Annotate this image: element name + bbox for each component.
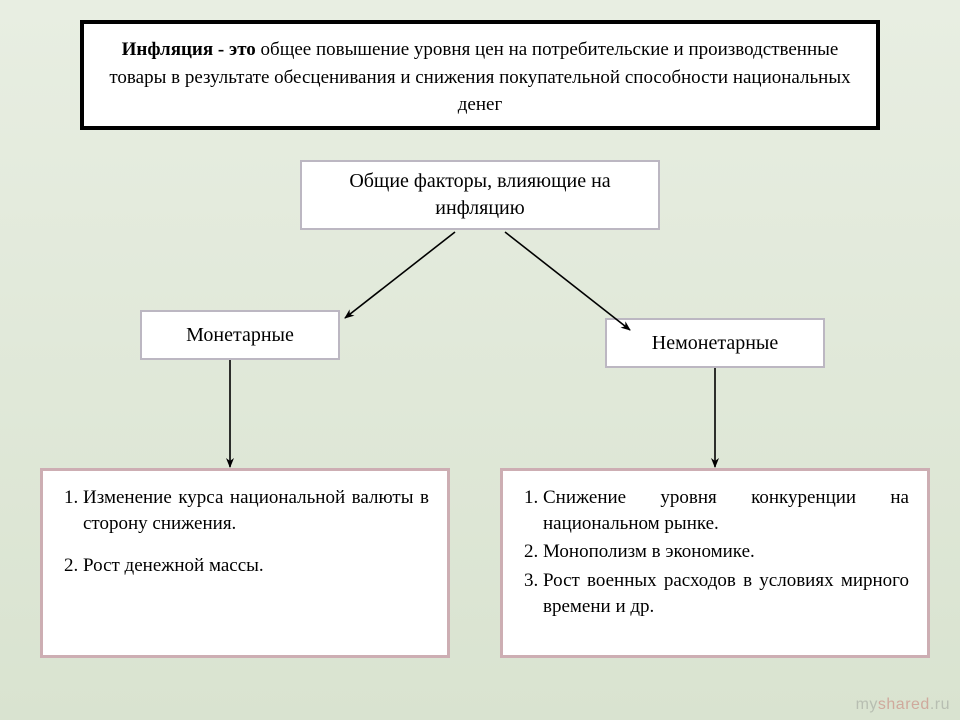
watermark-right: shared (878, 696, 930, 713)
monetary-label-box: Монетарные (140, 310, 340, 360)
factors-title-box: Общие факторы, влияющие на инфляцию (300, 160, 660, 230)
definition-term: Инфляция - это (122, 39, 256, 60)
watermark-ext: .ru (930, 696, 950, 713)
monetary-list-box: Изменение курса национальной валюты в ст… (40, 468, 450, 658)
monetary-list: Изменение курса национальной валюты в ст… (55, 485, 429, 580)
definition-box: Инфляция - это общее повышение уровня це… (80, 20, 880, 130)
watermark-left: my (856, 696, 878, 713)
list-item: Рост денежной массы. (83, 553, 429, 579)
list-item: Изменение курса национальной валюты в ст… (83, 485, 429, 537)
nonmonetary-label-box: Немонетарные (605, 318, 825, 368)
list-item: Снижение уровня конкуренции на националь… (543, 485, 909, 537)
nonmonetary-label: Немонетарные (652, 332, 778, 354)
nonmonetary-list-box: Снижение уровня конкуренции на националь… (500, 468, 930, 658)
factors-title: Общие факторы, влияющие на инфляцию (349, 170, 610, 219)
list-item: Монополизм в экономике. (543, 539, 909, 565)
monetary-label: Монетарные (186, 324, 294, 346)
nonmonetary-list: Снижение уровня конкуренции на националь… (515, 485, 909, 620)
watermark: myshared.ru (856, 696, 950, 714)
list-item: Рост военных расходов в условиях мирного… (543, 568, 909, 620)
